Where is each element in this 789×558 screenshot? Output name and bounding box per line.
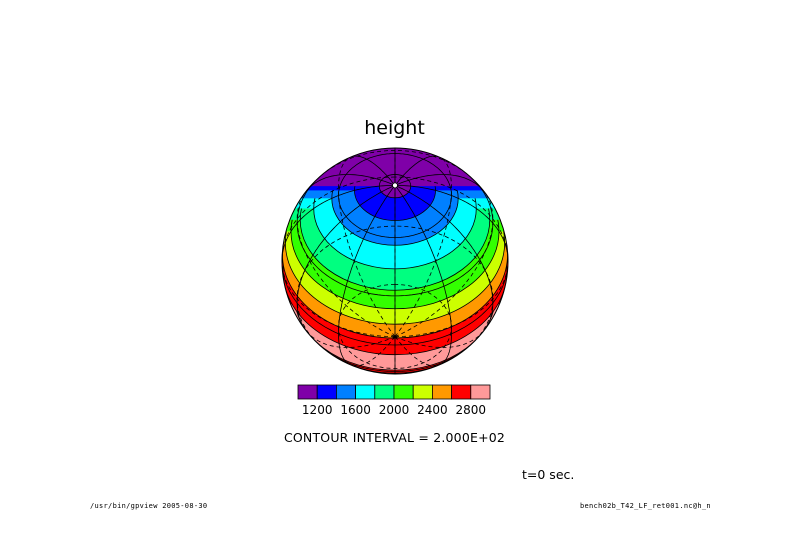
meridian-line [282, 185, 395, 261]
colorbar-box [431, 384, 452, 400]
contour-interval-label: CONTOUR INTERVAL = 2.000E+02 [283, 430, 506, 445]
meridian-line [394, 155, 440, 186]
meridian-line [394, 174, 485, 193]
meridian-line [296, 185, 396, 332]
time-label: t=0 sec. [522, 467, 575, 482]
colorbar-tick-label: 1600 [340, 403, 371, 417]
colorbar-box [336, 384, 357, 400]
colorbar-tick-label: 1200 [302, 403, 333, 417]
footer-program-date: /usr/bin/gpview 2005-08-30 [90, 502, 208, 510]
meridian-line [395, 185, 508, 263]
meridian-line [394, 185, 494, 332]
meridian-line [394, 185, 452, 366]
colorbar-box [412, 384, 433, 400]
colorbar-tick-label: 2000 [379, 403, 410, 417]
colorbar-box [355, 384, 376, 400]
colorbar-box [393, 384, 414, 400]
meridian-line [338, 185, 396, 366]
colorbar-box [297, 384, 318, 400]
colorbar-box [374, 384, 395, 400]
colorbar-tick-label: 2800 [456, 403, 487, 417]
meridian-line [394, 336, 440, 367]
colorbar-box [470, 384, 491, 400]
footer-file-name: bench02b_T42_LF_ret001.nc@h_n [580, 502, 711, 510]
meridian-line [282, 261, 395, 338]
meridian-line [305, 174, 396, 193]
latitude-line [296, 176, 494, 297]
meridian-line [338, 156, 396, 337]
latitude-line [282, 176, 396, 259]
meridian-line [394, 156, 452, 337]
latitude-line [319, 150, 395, 177]
globe-contour-plot [281, 147, 509, 375]
pole-marker [392, 182, 398, 189]
meridian-line [350, 336, 396, 367]
colorbar: 1200 1600 2000 2400 2800 [297, 384, 491, 417]
meridian-line [395, 262, 508, 338]
globe-outline [281, 147, 509, 375]
chart-title: height [364, 117, 425, 139]
colorbar-box [316, 384, 337, 400]
latitude-line [394, 176, 508, 262]
meridian-line [394, 191, 494, 337]
latitude-line [296, 225, 395, 344]
colorbar-box [451, 384, 472, 400]
meridian-line [350, 155, 396, 186]
meridian-line [296, 191, 396, 337]
colorbar-tick-label: 2400 [417, 403, 448, 417]
latitude-line [317, 343, 471, 372]
